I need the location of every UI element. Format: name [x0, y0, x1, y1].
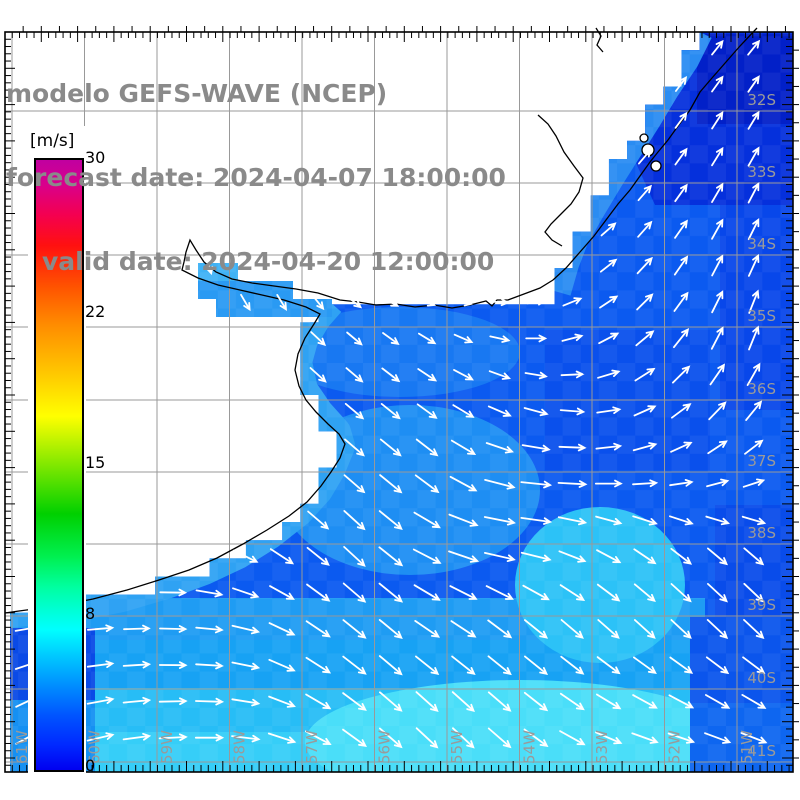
longitude-label: 57W [303, 730, 321, 764]
colorbar-tick-label: 30 [85, 148, 106, 167]
latitude-label: 41S [747, 742, 776, 760]
latitude-label: 32S [747, 91, 776, 109]
model-name: modelo GEFS-WAVE (NCEP) [6, 79, 388, 108]
latitude-label: 40S [747, 669, 776, 687]
longitude-label: 59W [158, 730, 176, 764]
lat-lon-grid-lines [5, 32, 793, 772]
latitude-label: 33S [747, 163, 776, 181]
map-frame [4, 31, 794, 773]
longitude-label: 60W [86, 730, 104, 764]
longitude-labels: 61W 60W 59W 58W 57W 56W 55W 54W 53W 52W 51W [13, 730, 756, 764]
latitude-label: 38S [747, 524, 776, 542]
colorbar-tick-label: 15 [85, 453, 106, 472]
colorbar-unit-label: [m/s] [30, 131, 75, 151]
colorbar-tick-label: 8 [85, 604, 96, 623]
latitude-label: 37S [747, 452, 776, 470]
longitude-label: 56W [376, 730, 394, 764]
forecast-date: forecast date: 2024-04-07 18:00:00 [6, 163, 506, 192]
latitude-labels: 32S 33S 34S 35S 36S 37S 38S 39S 40S 41S [747, 91, 776, 760]
valid-date: valid date: 2024-04-20 12:00:00 [42, 247, 495, 276]
colorbar [34, 158, 84, 772]
latitude-label: 34S [747, 235, 776, 253]
latitude-label: 36S [747, 380, 776, 398]
longitude-label: 53W [593, 730, 611, 764]
colorbar-tick-label: 22 [85, 302, 106, 321]
colorbar-tick-label: 0 [85, 756, 96, 775]
longitude-label: 58W [231, 730, 249, 764]
plot-title: modelo GEFS-WAVE (NCEP) forecast date: 2… [6, 24, 506, 332]
longitude-label: 52W [666, 730, 684, 764]
longitude-label: 61W [13, 730, 31, 764]
longitude-label: 51W [738, 730, 756, 764]
longitude-label: 55W [448, 730, 466, 764]
latitude-label: 39S [747, 596, 776, 614]
longitude-label: 54W [521, 730, 539, 764]
frame-ticks [5, 26, 799, 772]
latitude-label: 35S [747, 307, 776, 325]
wave-direction-arrows [14, 39, 768, 749]
